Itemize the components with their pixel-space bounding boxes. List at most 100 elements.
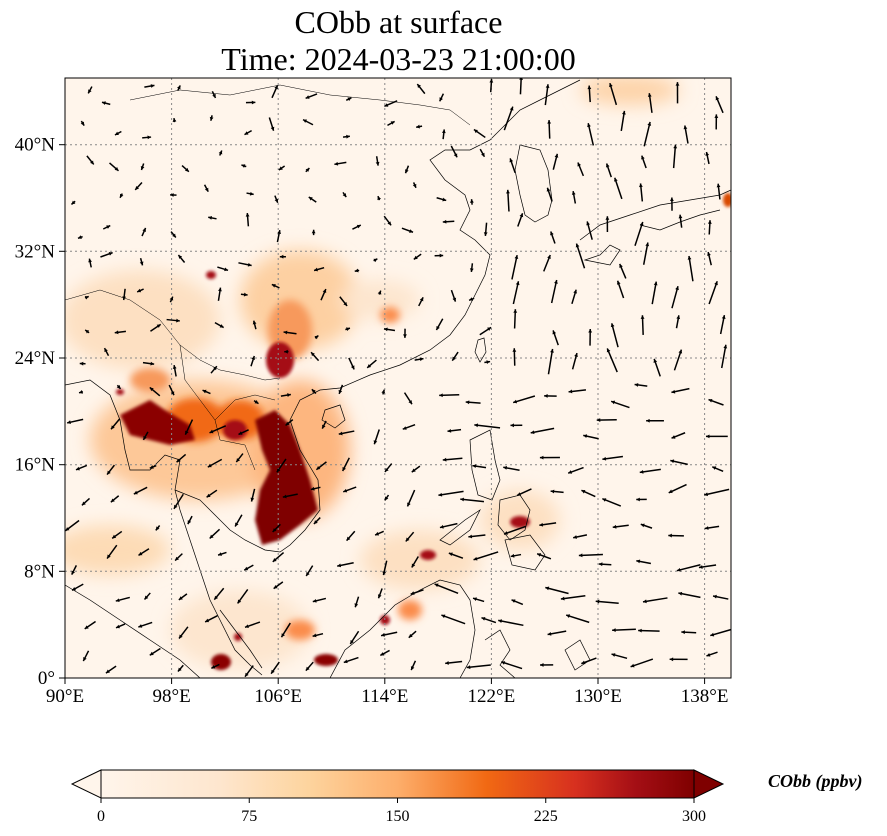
wind-arrow-head (573, 289, 577, 294)
x-tick-label: 90°E (46, 686, 84, 707)
wind-arrow-shaft (503, 106, 514, 131)
wind-arrow-head (560, 596, 565, 601)
wind-arrow-head (279, 254, 284, 259)
wind-arrow-head (176, 458, 181, 463)
wind-arrow-head (487, 327, 492, 331)
x-tick-label: 138°E (681, 686, 729, 707)
wind-arrow-head (481, 617, 486, 621)
wind-arrow-head (707, 252, 711, 256)
colorbar-extend-low (70, 769, 102, 799)
wind-arrow-head (116, 624, 121, 629)
wind-arrow-head (434, 583, 439, 588)
wind-arrow-head (72, 587, 77, 591)
wind-arrow-head (209, 534, 214, 539)
wind-arrow-head (172, 365, 177, 369)
wind-arrow-head (305, 95, 310, 99)
map-time-subtitle: Time: 2024-03-23 21:00:00 (221, 41, 576, 77)
wind-arrow-head (611, 653, 616, 657)
wind-arrow-head (574, 353, 578, 357)
wind-arrow-head (110, 498, 115, 503)
wind-arrow-head (441, 614, 446, 619)
wind-arrow-head (588, 328, 593, 333)
wind-arrow-head (354, 603, 359, 608)
wind-arrow-head (539, 522, 544, 527)
wind-arrow-head (605, 216, 610, 220)
wind-arrow-head (640, 315, 645, 319)
wind-arrow-head (373, 440, 378, 445)
wind-arrow-head (251, 100, 256, 105)
wind-arrow-head (114, 167, 119, 171)
wind-arrow-head (218, 150, 223, 155)
wind-arrow-head (251, 356, 256, 360)
wind-arrow-head (114, 131, 119, 136)
wind-arrow-head (104, 348, 108, 353)
wind-arrow-head (707, 220, 712, 224)
wind-arrow-head (88, 258, 92, 263)
wind-arrow-head (343, 659, 348, 664)
wind-arrow-shaft (474, 424, 501, 429)
wind-arrow-head (343, 302, 348, 306)
x-tick-label: 106°E (254, 686, 302, 707)
x-tick-label: 130°E (574, 686, 622, 707)
wind-arrow-shaft (720, 344, 727, 369)
wind-arrow-head (705, 434, 710, 439)
wind-arrow-shaft (512, 281, 520, 305)
wind-arrow-head (377, 594, 382, 599)
wind-arrow-head (139, 261, 144, 266)
wind-arrow-head (546, 187, 551, 192)
wind-arrow-head (79, 390, 83, 394)
wind-arrow-head (270, 126, 275, 131)
colorbar-tick-label: 75 (241, 808, 257, 825)
wind-arrow-head (209, 429, 214, 434)
wind-arrow-head (133, 490, 138, 495)
wind-arrow-shaft (507, 189, 510, 212)
wind-arrow-shaft (611, 323, 619, 348)
wind-arrow-head (312, 633, 317, 638)
wind-arrow-head (75, 466, 80, 471)
wind-arrow-head (306, 572, 310, 577)
wind-arrow-head (346, 327, 350, 332)
wind-arrow-head (208, 216, 213, 220)
wind-arrow-shaft (642, 597, 668, 603)
map-frame (64, 77, 732, 679)
wind-arrow-head (705, 151, 710, 156)
wind-arrow-shaft (639, 468, 661, 474)
wind-arrow-head (513, 399, 518, 404)
wind-arrow-head (408, 633, 413, 638)
wind-arrow-head (254, 400, 259, 404)
wind-arrow-head (150, 84, 155, 88)
wind-arrow-head (350, 365, 355, 370)
wind-arrow-head (698, 565, 703, 569)
wind-arrow-head (417, 84, 421, 88)
wind-arrow-head (144, 595, 149, 600)
wind-arrow-head (712, 466, 717, 470)
wind-arrow-head (65, 527, 70, 531)
wind-arrow-head (537, 553, 542, 557)
wind-arrow-shaft (672, 144, 677, 169)
wind-arrow-head (405, 537, 410, 542)
wind-arrow-head (207, 463, 212, 468)
wind-arrow-head (713, 594, 717, 599)
wind-arrow-head (85, 329, 90, 334)
wind-arrow-head (238, 431, 243, 435)
wind-arrow-head (544, 393, 548, 398)
wind-arrow-head (509, 106, 514, 111)
wind-arrow-head (308, 197, 313, 201)
wind-arrow-head (212, 93, 216, 98)
wind-arrow-head (602, 456, 607, 461)
wind-arrow-head (583, 434, 588, 439)
wind-arrow-head (517, 492, 522, 496)
wind-arrow-head (237, 599, 242, 604)
wind-arrow-head (115, 598, 120, 603)
wind-arrow-head (81, 501, 86, 506)
wind-arrow-head (721, 315, 726, 319)
wind-arrow-head (442, 219, 447, 224)
wind-arrow-head (149, 465, 154, 469)
wind-arrow-head (274, 85, 278, 90)
wind-arrow-shaft (460, 498, 485, 503)
wind-arrow-head (452, 356, 456, 361)
wind-arrow-head (185, 430, 189, 435)
wind-arrow-head (469, 268, 474, 272)
wind-arrow-head (587, 85, 592, 90)
wind-arrow-head (673, 144, 678, 149)
